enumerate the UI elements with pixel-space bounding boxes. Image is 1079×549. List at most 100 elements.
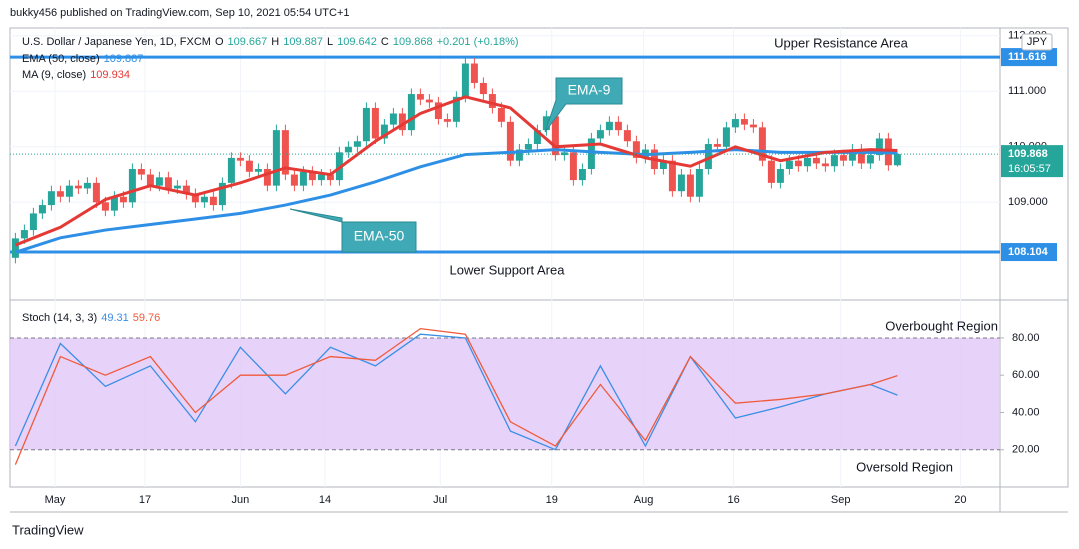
candle-body (173, 185, 181, 189)
candle-body (875, 138, 883, 156)
candle-body (128, 168, 136, 203)
x-tick-label: 17 (139, 494, 151, 506)
candle-body (182, 185, 190, 194)
candle-body (578, 168, 586, 181)
x-tick-label: Jun (232, 494, 250, 506)
candle-body (164, 177, 172, 189)
candle-body (866, 155, 874, 164)
candle-body (200, 196, 208, 203)
candle-body (92, 182, 100, 203)
candle-body (677, 174, 685, 192)
footer: TradingView (12, 522, 84, 537)
candle-body (425, 99, 433, 103)
x-tick-label: 19 (546, 494, 558, 506)
candle-body (344, 146, 352, 153)
candle-body (497, 107, 505, 122)
x-tick-label: May (45, 494, 66, 506)
candle-body (596, 130, 604, 139)
ohlc-value: 109.887 (283, 36, 323, 48)
candle-body (353, 141, 361, 147)
legend-value: 109.934 (90, 69, 130, 81)
candle-body (713, 144, 721, 147)
candle-body (524, 144, 532, 150)
candle-body (74, 185, 82, 189)
line-series (14, 95, 898, 247)
candle-body (569, 152, 577, 181)
x-tick-label: Aug (634, 494, 654, 506)
candle-body (110, 196, 118, 211)
candle-body (605, 121, 613, 131)
countdown: 16:05:57 (1008, 163, 1051, 175)
level-value: 111.616 (1008, 51, 1047, 63)
candle-body (389, 113, 397, 125)
candle-body (794, 160, 802, 167)
candle-body (893, 154, 901, 166)
level-label: Lower Support Area (450, 262, 566, 277)
region-label: Oversold Region (856, 459, 953, 474)
x-tick-label: 16 (727, 494, 739, 506)
candle-body (812, 157, 820, 164)
candle-body (848, 149, 856, 161)
candle-body (470, 63, 478, 83)
candle-body (245, 160, 253, 172)
level-tag (1001, 243, 1057, 262)
legend-value: 49.31 (101, 312, 129, 324)
legend-name: Stoch (14, 3, 3) (22, 312, 97, 324)
candle-body (317, 174, 325, 181)
candle-body (461, 63, 469, 97)
candle-body (272, 130, 280, 186)
callout (289, 208, 417, 253)
candle-body (308, 171, 316, 181)
y-tick-label: 109.000 (1008, 196, 1048, 208)
candle-body (488, 94, 496, 108)
legend-name: EMA (50, close) (22, 53, 100, 65)
candle-body (209, 196, 217, 206)
change: +0.201 (+0.18%) (437, 36, 519, 48)
stoch-tick-label: 60.00 (1012, 369, 1040, 381)
candle-body (281, 130, 289, 175)
x-tick-label: Sep (831, 494, 851, 506)
currency: JPY (1027, 36, 1048, 48)
candle-body (218, 182, 226, 206)
region-label: Overbought Region (885, 318, 998, 333)
candle-body (362, 107, 370, 142)
candle-body (722, 127, 730, 147)
candle-body (236, 157, 244, 161)
ohlc-letter: H (271, 36, 279, 48)
candle-body (38, 205, 46, 214)
legend-value: 109.887 (104, 53, 144, 65)
candle-body (101, 202, 109, 211)
candle-body (290, 174, 298, 186)
candle-body (227, 157, 235, 183)
candle-body (434, 102, 442, 120)
candle-body (551, 116, 559, 156)
ohlc-value: 109.667 (228, 36, 268, 48)
legend-row: EMA (50, close) 109.887 (22, 53, 143, 65)
candle-body (146, 174, 154, 186)
candle-body (767, 160, 775, 183)
stoch-tick-label: 40.00 (1012, 406, 1040, 418)
candle-body (776, 168, 784, 183)
candle-body (326, 174, 334, 181)
candle-body (506, 121, 514, 161)
level-value: 108.104 (1008, 246, 1049, 258)
stoch-band (10, 337, 1000, 450)
candle-body (47, 191, 55, 206)
line-series (14, 333, 898, 451)
price-value: 109.868 (1008, 148, 1048, 160)
x-tick-label: 14 (319, 494, 331, 506)
candle-body (416, 94, 424, 100)
candle-body (299, 171, 307, 186)
candle-body (803, 157, 811, 167)
candle-body (407, 94, 415, 131)
candle-body (155, 177, 163, 186)
candle-body (659, 160, 667, 169)
candle-body (695, 168, 703, 197)
callout (544, 77, 623, 133)
candle-body (542, 116, 550, 131)
candle-body (137, 168, 145, 175)
legend-name: MA (9, close) (22, 69, 86, 81)
candle-body (191, 193, 199, 203)
callout-label: EMA-9 (568, 82, 611, 98)
candle-body (668, 160, 676, 192)
